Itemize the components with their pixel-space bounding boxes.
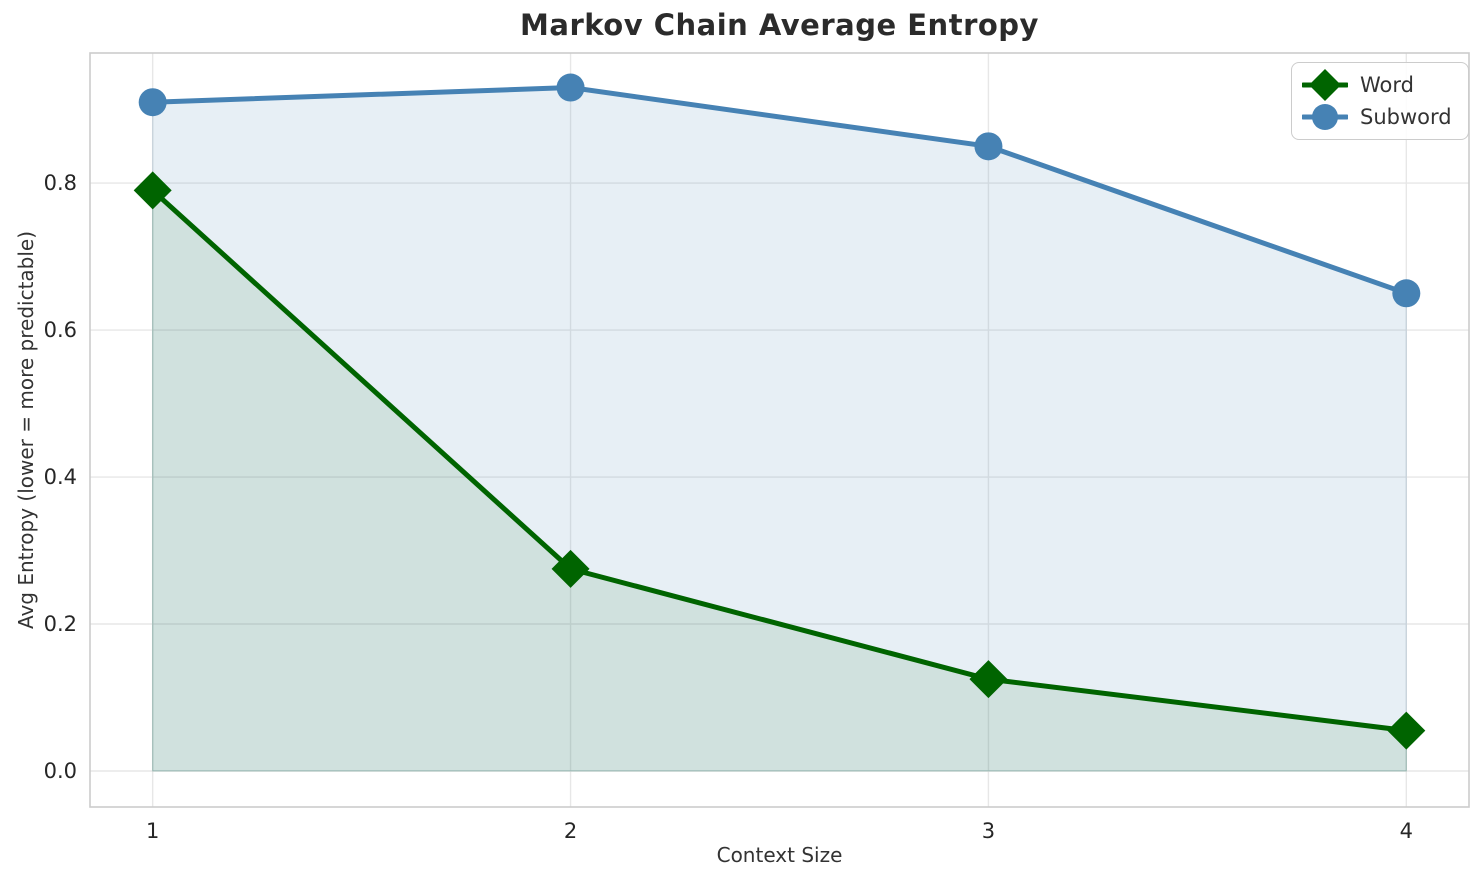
x-tick-label: 1 xyxy=(146,819,159,843)
legend-item-subword: Subword xyxy=(1302,101,1452,133)
y-tick-label: 0.8 xyxy=(44,171,77,195)
y-tick-label: 0.6 xyxy=(44,318,77,342)
legend-marker-circle-icon xyxy=(1302,104,1348,130)
x-tick-label: 2 xyxy=(564,819,577,843)
marker-circle-subword xyxy=(138,88,167,117)
marker-diamond-word xyxy=(969,660,1008,699)
legend-marker-diamond-icon xyxy=(1302,69,1348,101)
marker-circle-subword xyxy=(974,132,1003,161)
y-tick-label: 0.0 xyxy=(44,759,77,783)
plot-border xyxy=(89,52,1470,808)
x-tick-label: 3 xyxy=(982,819,995,843)
legend: Word Subword xyxy=(1291,62,1469,140)
x-tick-label: 4 xyxy=(1400,819,1413,843)
series-line-subword xyxy=(150,85,1409,296)
marker-circle-subword xyxy=(1392,279,1421,308)
marker-diamond-word xyxy=(133,171,172,210)
series-line-word xyxy=(150,187,1409,734)
marker-diamond-word xyxy=(551,549,590,588)
area-fill-subword xyxy=(152,87,1407,772)
chart-title: Markov Chain Average Entropy xyxy=(520,8,1039,42)
y-tick-label: 0.4 xyxy=(44,465,77,489)
legend-label: Word xyxy=(1360,73,1414,97)
marker-diamond-word xyxy=(1387,711,1426,750)
y-tick-label: 0.2 xyxy=(44,612,77,636)
x-axis-label: Context Size xyxy=(716,843,843,867)
legend-label: Subword xyxy=(1360,105,1452,129)
marker-circle-subword xyxy=(556,73,585,102)
legend-item-word: Word xyxy=(1302,69,1452,101)
